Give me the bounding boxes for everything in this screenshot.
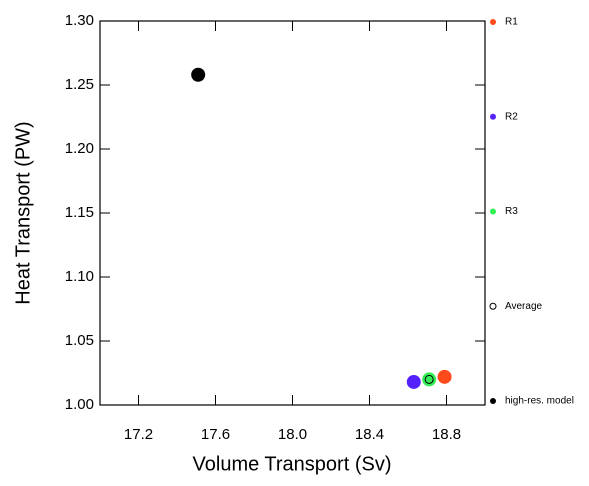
point: [437, 369, 452, 384]
point: [406, 374, 421, 389]
point: [424, 374, 434, 384]
y-tick-label: 1.20: [65, 140, 94, 157]
legend-label: R1: [505, 17, 518, 28]
y-tick-label: 1.05: [65, 332, 94, 349]
legend-label: R3: [505, 206, 518, 217]
legend-marker: [489, 302, 497, 310]
plot-frame: [99, 20, 486, 406]
point: [422, 372, 437, 387]
y-tick-label: 1.10: [65, 268, 94, 285]
legend-label: high-res. model: [505, 396, 574, 407]
x-tick-label: 17.6: [201, 426, 230, 443]
x-tick-label: 18.4: [355, 426, 384, 443]
y-tick-label: 1.30: [65, 12, 94, 29]
legend-label: R2: [505, 111, 518, 122]
y-tick-label: 1.00: [65, 396, 94, 413]
legend-label: Average: [505, 301, 543, 312]
x-tick-label: 18.0: [278, 426, 307, 443]
y-tick-label: 1.15: [65, 204, 94, 221]
legend-marker: [490, 208, 496, 215]
x-axis-title: Volume Transport (Sv): [193, 453, 392, 475]
y-tick-label: 1.25: [65, 76, 94, 93]
legend-marker: [490, 398, 496, 404]
x-tick-label: 17.2: [124, 426, 153, 443]
legend-marker: [490, 19, 496, 25]
x-tick-label: 18.8: [432, 426, 461, 443]
legend-marker: [490, 113, 496, 120]
y-axis-title: Heat Transport (PW): [12, 121, 34, 304]
point: [191, 67, 206, 82]
